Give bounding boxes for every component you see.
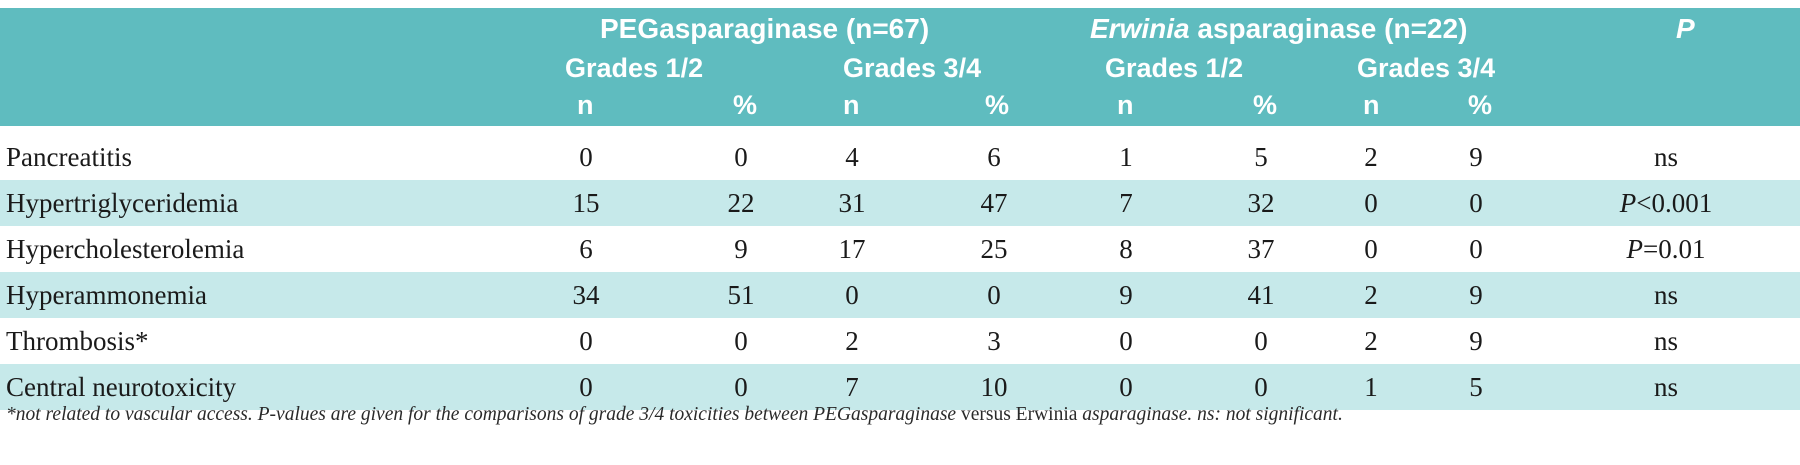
p-rest: =0.01: [1643, 234, 1706, 264]
cell-value: 25: [980, 234, 1008, 264]
row-label: Hypertriglyceridemia: [6, 188, 239, 218]
cell-value: 9: [1469, 142, 1483, 172]
header-erw-grades-34: Grades 3/4: [1357, 53, 1496, 83]
header-n: n: [843, 90, 860, 120]
cell-value: 5: [1469, 372, 1483, 402]
toxicity-table: PEGasparaginase (n=67) Erwinia asparagin…: [0, 8, 1800, 410]
header-erwinia-rest: asparaginase (n=22): [1189, 13, 1468, 44]
cell-value: 0: [579, 372, 593, 402]
cell-p-value: P=0.01: [1566, 226, 1766, 272]
header-peg-grades-12: Grades 1/2: [565, 53, 704, 83]
cell-value: 5: [1254, 142, 1268, 172]
p-rest: ns: [1653, 372, 1678, 402]
header-group-erwinia: Erwinia asparaginase (n=22): [1090, 14, 1467, 44]
p-rest: ns: [1653, 142, 1678, 172]
cell-value: 9: [734, 234, 748, 264]
cell-value: 0: [734, 326, 748, 356]
cell-value: 1: [1364, 372, 1378, 402]
header-pct: %: [1468, 90, 1493, 120]
cell-value: 0: [845, 280, 859, 310]
cell-value: 7: [1119, 188, 1133, 218]
header-n: n: [1363, 90, 1380, 120]
cell-value: 0: [1254, 372, 1268, 402]
p-prefix: P: [1626, 234, 1644, 264]
cell-value: 47: [980, 188, 1008, 218]
p-prefix: P: [1619, 188, 1637, 218]
cell-value: 0: [1254, 326, 1268, 356]
cell-value: 0: [1364, 188, 1378, 218]
cell-value: 9: [1469, 280, 1483, 310]
cell-value: 6: [987, 142, 1001, 172]
cell-value: 0: [579, 326, 593, 356]
cell-value: 0: [1119, 372, 1133, 402]
cell-value: 31: [838, 188, 866, 218]
cell-value: 10: [980, 372, 1008, 402]
cell-value: 3: [987, 326, 1001, 356]
footnote-part-2: versus Erwinia: [956, 404, 1083, 425]
footnote-part-1: *not related to vascular access. P-value…: [6, 404, 957, 425]
cell-value: 0: [1364, 234, 1378, 264]
cell-value: 9: [1119, 280, 1133, 310]
header-erw-grades-12: Grades 1/2: [1105, 53, 1244, 83]
p-rest: <0.001: [1636, 188, 1713, 218]
row-label: Hypercholesterolemia: [6, 234, 245, 264]
cell-value: 2: [1364, 142, 1378, 172]
cell-value: 0: [1469, 234, 1483, 264]
cell-value: 17: [838, 234, 866, 264]
cell-value: 4: [845, 142, 859, 172]
table-row: Thrombosis* 0 0 2 3 0 0 2 9 ns: [0, 318, 1800, 364]
cell-value: 0: [987, 280, 1001, 310]
table-row: Hyperammonemia 34 51 0 0 9 41 2 9 ns: [0, 272, 1800, 318]
row-label: Hyperammonemia: [6, 280, 207, 310]
cell-value: 8: [1119, 234, 1133, 264]
cell-p-value: ns: [1566, 318, 1766, 364]
cell-value: 22: [727, 188, 755, 218]
table-footnote: *not related to vascular access. P-value…: [6, 403, 1796, 427]
header-group-pegasparaginase: PEGasparaginase (n=67): [600, 13, 930, 44]
cell-p-value: ns: [1566, 364, 1766, 410]
header-pct: %: [985, 90, 1010, 120]
row-label: Pancreatitis: [6, 142, 132, 172]
cell-value: 0: [579, 142, 593, 172]
cell-value: 9: [1469, 326, 1483, 356]
cell-p-value: P<0.001: [1566, 180, 1766, 226]
cell-value: 2: [1364, 326, 1378, 356]
cell-value: 0: [734, 372, 748, 402]
cell-value: 32: [1247, 188, 1275, 218]
cell-p-value: ns: [1566, 272, 1766, 318]
header-n: n: [1117, 90, 1134, 120]
cell-value: 37: [1247, 234, 1275, 264]
cell-value: 6: [579, 234, 593, 264]
header-n: n: [577, 90, 594, 120]
p-rest: ns: [1653, 326, 1678, 356]
header-p: P: [1676, 13, 1695, 44]
footnote-part-3: asparaginase. ns: not significant.: [1082, 404, 1343, 425]
table-row: Pancreatitis 0 0 4 6 1 5 2 9 ns: [0, 134, 1800, 180]
p-rest: ns: [1653, 280, 1678, 310]
cell-value: 0: [1119, 326, 1133, 356]
cell-value: 41: [1247, 280, 1275, 310]
table-row: Central neurotoxicity 0 0 7 10 0 0 1 5 n…: [0, 364, 1800, 410]
table-row: Hypercholesterolemia 6 9 17 25 8 37 0 0 …: [0, 226, 1800, 272]
table-row: Hypertriglyceridemia 15 22 31 47 7 32 0 …: [0, 180, 1800, 226]
row-label: Thrombosis*: [6, 326, 149, 356]
row-label: Central neurotoxicity: [6, 372, 237, 402]
cell-value: 2: [1364, 280, 1378, 310]
header-pct: %: [733, 90, 758, 120]
header-peg-grades-34: Grades 3/4: [843, 53, 982, 83]
cell-value: 0: [1469, 188, 1483, 218]
table-header: PEGasparaginase (n=67) Erwinia asparagin…: [0, 8, 1800, 126]
cell-value: 0: [734, 142, 748, 172]
cell-p-value: ns: [1566, 134, 1766, 180]
cell-value: 51: [727, 280, 755, 310]
header-erwinia-italic: Erwinia: [1090, 13, 1190, 44]
cell-value: 2: [845, 326, 859, 356]
cell-value: 1: [1119, 142, 1133, 172]
cell-value: 34: [572, 280, 600, 310]
header-pct: %: [1253, 90, 1278, 120]
cell-value: 15: [572, 188, 600, 218]
cell-value: 7: [845, 372, 859, 402]
